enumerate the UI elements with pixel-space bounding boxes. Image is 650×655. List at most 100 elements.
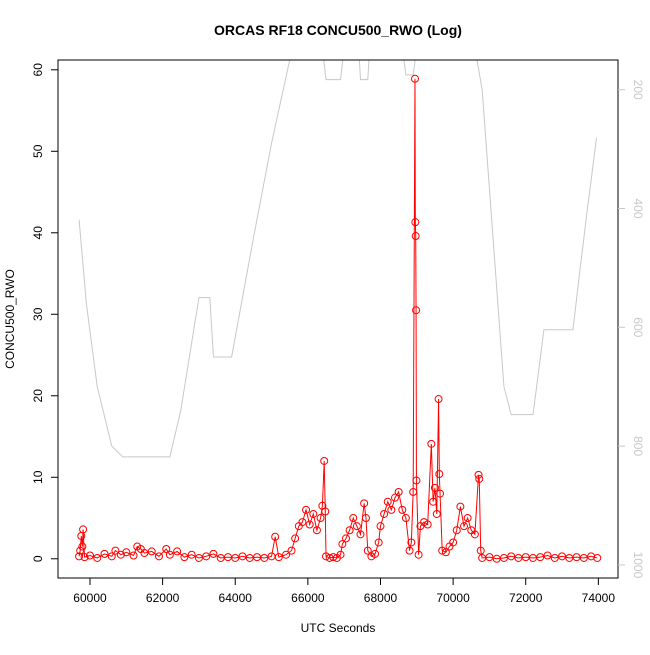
point bbox=[202, 552, 211, 561]
point bbox=[363, 546, 372, 555]
point bbox=[209, 549, 218, 558]
point bbox=[499, 553, 508, 562]
point bbox=[550, 553, 559, 562]
point bbox=[80, 553, 89, 562]
point bbox=[231, 553, 240, 562]
series-line bbox=[78, 60, 598, 458]
x-tick-label: 70000 bbox=[436, 591, 470, 605]
point bbox=[140, 549, 149, 558]
point bbox=[391, 493, 400, 502]
point bbox=[345, 526, 354, 535]
point bbox=[423, 520, 432, 529]
point bbox=[356, 530, 365, 539]
point bbox=[305, 520, 314, 529]
point bbox=[411, 232, 420, 241]
point bbox=[587, 552, 596, 561]
point bbox=[291, 534, 300, 543]
point bbox=[76, 546, 85, 555]
point bbox=[412, 306, 421, 315]
x-tick-label: 68000 bbox=[364, 591, 398, 605]
point bbox=[398, 505, 407, 514]
point bbox=[316, 514, 325, 523]
point bbox=[463, 514, 472, 523]
point bbox=[93, 553, 102, 562]
point bbox=[536, 553, 545, 562]
y2-tick-label: 800 bbox=[631, 436, 645, 456]
x-tick-label: 62000 bbox=[146, 591, 180, 605]
point bbox=[75, 552, 84, 561]
point bbox=[154, 552, 163, 561]
point bbox=[414, 550, 423, 559]
y2-tick-label: 200 bbox=[631, 80, 645, 100]
point bbox=[287, 546, 296, 555]
point bbox=[432, 509, 441, 518]
point bbox=[371, 549, 380, 558]
point bbox=[107, 552, 116, 561]
point bbox=[79, 525, 88, 534]
y-tick-label: 50 bbox=[31, 144, 45, 158]
point bbox=[238, 552, 247, 561]
x-axis-label: UTC Seconds bbox=[301, 621, 376, 635]
point bbox=[129, 551, 138, 560]
point bbox=[460, 522, 469, 531]
point bbox=[260, 553, 269, 562]
y2-tick-label: 400 bbox=[631, 198, 645, 218]
point bbox=[352, 522, 361, 531]
point bbox=[405, 546, 414, 555]
y2-tick-label: 1000 bbox=[631, 552, 645, 579]
point bbox=[85, 551, 94, 560]
y-tick-label: 60 bbox=[31, 63, 45, 77]
plot-frame bbox=[57, 59, 619, 579]
point bbox=[194, 553, 203, 562]
point bbox=[434, 395, 443, 404]
point bbox=[593, 553, 602, 562]
point bbox=[302, 505, 311, 514]
point bbox=[441, 548, 450, 557]
point bbox=[380, 509, 389, 518]
point bbox=[282, 550, 291, 559]
point bbox=[312, 526, 321, 535]
point bbox=[309, 509, 318, 518]
x-tick-label: 66000 bbox=[291, 591, 325, 605]
y-tick-label: 20 bbox=[31, 389, 45, 403]
point bbox=[452, 526, 461, 535]
point bbox=[411, 218, 420, 227]
point bbox=[329, 553, 338, 562]
point bbox=[410, 74, 419, 83]
point bbox=[407, 538, 416, 547]
point bbox=[360, 499, 369, 508]
point bbox=[376, 522, 385, 531]
x-tick-label: 64000 bbox=[219, 591, 253, 605]
point bbox=[579, 553, 588, 562]
point bbox=[321, 507, 330, 516]
y-tick-label: 30 bbox=[31, 307, 45, 321]
point bbox=[187, 550, 196, 559]
point bbox=[412, 476, 421, 485]
point bbox=[543, 551, 552, 560]
point bbox=[438, 546, 447, 555]
y2-tick-label: 600 bbox=[631, 317, 645, 337]
point bbox=[100, 549, 109, 558]
y-tick-label: 10 bbox=[31, 470, 45, 484]
point bbox=[320, 456, 329, 465]
point bbox=[374, 538, 383, 547]
point bbox=[430, 483, 439, 492]
x-tick-label: 60000 bbox=[73, 591, 107, 605]
y-tick-label: 40 bbox=[31, 226, 45, 240]
point bbox=[401, 514, 410, 523]
point bbox=[165, 550, 174, 559]
point bbox=[476, 546, 485, 555]
point bbox=[336, 550, 345, 559]
point bbox=[147, 547, 156, 556]
point bbox=[338, 540, 347, 549]
point bbox=[449, 538, 458, 547]
y-tick-label: 0 bbox=[31, 555, 45, 562]
chart-title: ORCAS RF18 CONCU500_RWO (Log) bbox=[214, 22, 462, 38]
point bbox=[111, 546, 120, 555]
point bbox=[349, 514, 358, 523]
point bbox=[475, 474, 484, 483]
point bbox=[558, 552, 567, 561]
